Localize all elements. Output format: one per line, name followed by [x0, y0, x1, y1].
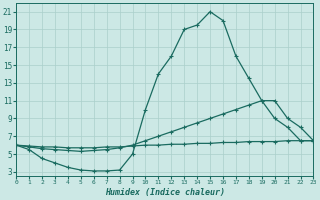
X-axis label: Humidex (Indice chaleur): Humidex (Indice chaleur) — [105, 188, 225, 197]
